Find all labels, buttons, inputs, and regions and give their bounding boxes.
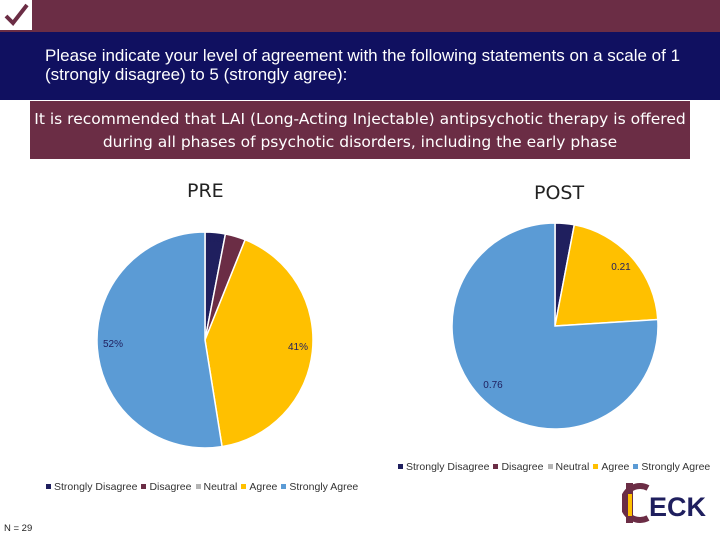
data-label: 0.76: [483, 380, 503, 391]
legend-item: Strongly Disagree: [46, 481, 137, 493]
legend-label: Strongly Disagree: [54, 481, 138, 493]
post-chart-title: POST: [534, 182, 585, 204]
data-label: 52%: [103, 339, 123, 350]
legend-swatch: [46, 484, 51, 489]
post-legend: Strongly Disagree Disagree Neutral Agree Str…: [398, 461, 714, 473]
legend-label: Strongly Agree: [641, 461, 711, 473]
legend-item: Neutral: [547, 461, 590, 473]
legend-label: Neutral: [555, 461, 590, 473]
legend-label: Agree: [249, 481, 278, 493]
checkmark-logo: [0, 0, 32, 30]
legend-swatch: [547, 464, 553, 469]
pre-chart-title: PRE: [187, 180, 224, 202]
legend-item: Disagree: [493, 461, 544, 473]
data-label: 0.21: [611, 262, 631, 273]
legend-item: Strongly Agree: [633, 461, 710, 473]
legend-swatch: [195, 484, 201, 489]
legend-item: Agree: [593, 461, 629, 473]
question-text: Please indicate your level of agreement …: [45, 46, 681, 84]
checkmark-icon: [4, 3, 29, 27]
legend-label: Disagree: [149, 481, 192, 493]
logo-text: ECK: [649, 492, 707, 522]
legend-item: Neutral: [195, 481, 238, 493]
legend-swatch: [241, 484, 247, 489]
sample-size-note: N = 29: [4, 523, 33, 534]
question-banner: [0, 32, 720, 100]
check-logo: ECK: [622, 483, 707, 523]
pre-legend: Strongly Disagree Disagree Neutral Agree Str…: [46, 481, 362, 493]
legend-swatch: [398, 464, 403, 469]
data-label: 41%: [288, 342, 308, 353]
legend-item: Agree: [241, 481, 277, 493]
pie-slice-agree: [554, 223, 659, 327]
statement-banner: [30, 101, 690, 159]
legend-label: Disagree: [501, 461, 544, 473]
legend-swatch: [593, 464, 599, 469]
legend-label: Strongly Disagree: [406, 461, 490, 473]
pie-slice-strongly-agree: [451, 222, 659, 430]
legend-item: Disagree: [141, 481, 192, 493]
legend-item: Strongly Agree: [281, 481, 358, 493]
pie-slice-strongly-agree: [96, 231, 223, 449]
legend-swatch: [281, 484, 287, 489]
legend-label: Agree: [601, 461, 630, 473]
legend-label: Neutral: [203, 481, 238, 493]
legend-swatch: [493, 464, 499, 469]
legend-item: Strongly Disagree: [398, 461, 489, 473]
legend-swatch: [633, 464, 639, 469]
legend-swatch: [141, 484, 147, 489]
data-label: 3%: [206, 234, 221, 245]
pie-slice-agree: [204, 238, 314, 448]
top-banner: [0, 0, 720, 32]
legend-label: Strongly Agree: [289, 481, 359, 493]
statement-text: It is recommended that LAI (Long-Acting …: [34, 110, 686, 151]
post-pie: 0.21 0.76: [451, 222, 659, 430]
pre-pie: 3% 41% 52%: [96, 231, 314, 449]
